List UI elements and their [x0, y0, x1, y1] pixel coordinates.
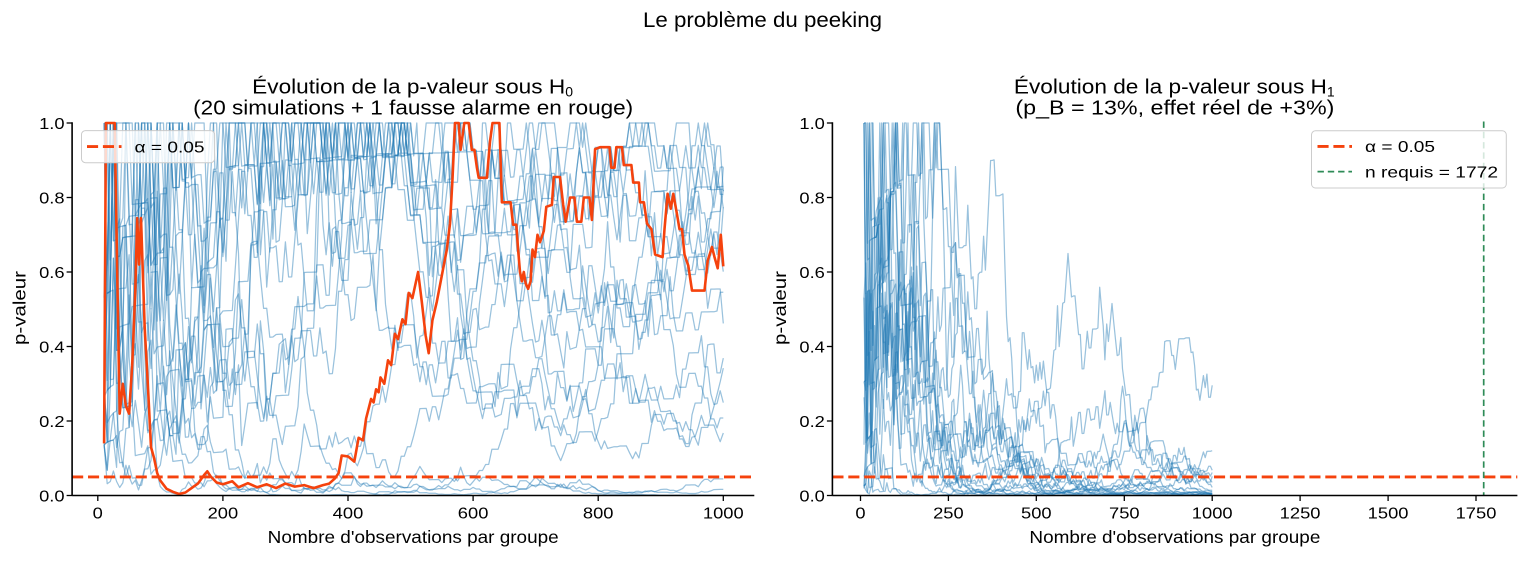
svg-text:n requis = 1772: n requis = 1772 [1365, 164, 1498, 181]
svg-text:0.0: 0.0 [799, 489, 825, 506]
svg-text:600: 600 [458, 506, 489, 523]
svg-text:250: 250 [933, 506, 964, 523]
svg-text:1750: 1750 [1456, 506, 1497, 523]
svg-text:p-valeur: p-valeur [770, 271, 790, 345]
svg-text:0: 0 [855, 506, 865, 523]
svg-text:1000: 1000 [1192, 506, 1233, 523]
svg-text:500: 500 [1021, 506, 1052, 523]
svg-text:p-valeur: p-valeur [10, 271, 30, 345]
svg-text:Le problème du peeking: Le problème du peeking [643, 9, 882, 32]
svg-text:1.0: 1.0 [39, 116, 65, 133]
svg-text:α = 0.05: α = 0.05 [135, 139, 205, 156]
svg-text:750: 750 [1109, 506, 1140, 523]
svg-text:α = 0.05: α = 0.05 [1365, 139, 1435, 156]
svg-text:0.8: 0.8 [39, 191, 65, 208]
svg-text:0.8: 0.8 [799, 191, 825, 208]
svg-text:400: 400 [333, 506, 364, 523]
svg-text:1000: 1000 [703, 506, 744, 523]
svg-text:Évolution de la p-valeur sous: Évolution de la p-valeur sous H1 [1014, 76, 1335, 100]
svg-text:Nombre d'observations par grou: Nombre d'observations par groupe [268, 527, 559, 547]
svg-text:(20 simulations + 1 fausse ala: (20 simulations + 1 fausse alarme en rou… [193, 98, 633, 120]
svg-text:1500: 1500 [1368, 506, 1409, 523]
svg-text:Nombre d'observations par grou: Nombre d'observations par groupe [1029, 527, 1320, 547]
svg-text:(p_B = 13%, effet réel de +3%): (p_B = 13%, effet réel de +3%) [1015, 98, 1334, 120]
svg-text:800: 800 [583, 506, 614, 523]
svg-text:1.0: 1.0 [799, 116, 825, 133]
svg-text:0.2: 0.2 [39, 414, 65, 431]
svg-text:Évolution de la p-valeur sous: Évolution de la p-valeur sous H0 [252, 76, 573, 100]
svg-text:0.6: 0.6 [799, 265, 825, 282]
svg-text:0.4: 0.4 [799, 340, 825, 357]
svg-text:0: 0 [93, 506, 103, 523]
svg-text:0.4: 0.4 [39, 340, 65, 357]
svg-text:200: 200 [208, 506, 239, 523]
svg-text:0.2: 0.2 [799, 414, 825, 431]
svg-text:1250: 1250 [1280, 506, 1321, 523]
svg-text:0.0: 0.0 [39, 489, 65, 506]
svg-text:0.6: 0.6 [39, 265, 65, 282]
